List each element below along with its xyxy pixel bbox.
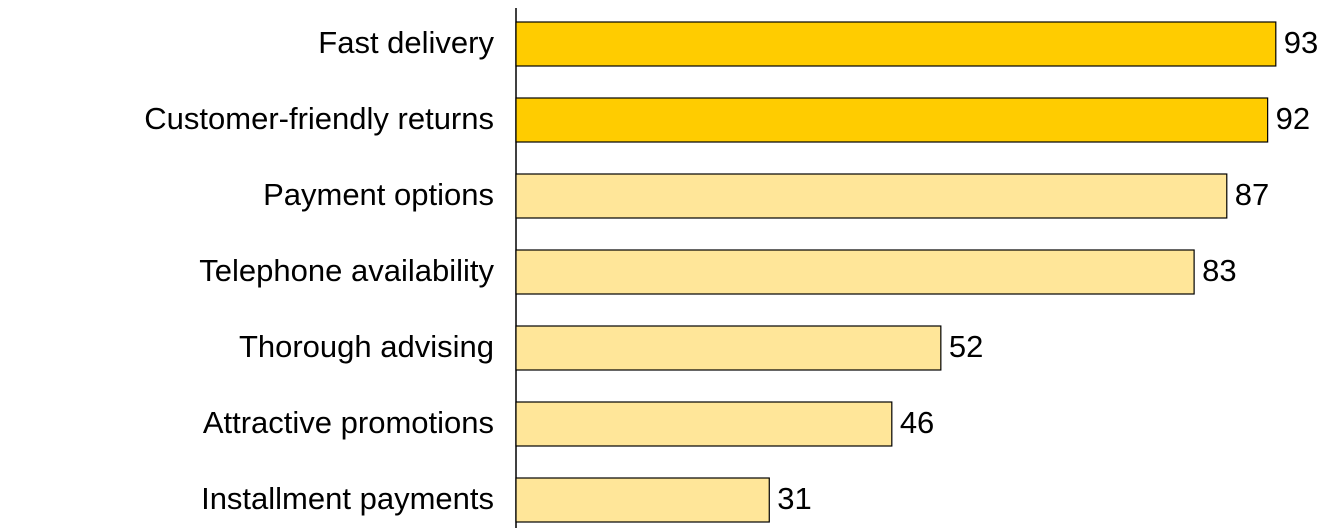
category-label: Installment payments (201, 481, 494, 516)
value-label: 93 (1284, 25, 1318, 60)
value-label: 92 (1276, 101, 1310, 136)
bar (515, 477, 770, 523)
value-label: 46 (900, 405, 934, 440)
bar (515, 401, 893, 447)
value-label: 87 (1235, 177, 1269, 212)
category-label: Thorough advising (239, 329, 494, 364)
bar (515, 249, 1195, 295)
bar (515, 325, 942, 371)
value-label: 83 (1202, 253, 1236, 288)
category-label: Customer-friendly returns (144, 101, 494, 136)
value-label: 52 (949, 329, 983, 364)
category-label: Attractive promotions (203, 405, 494, 440)
category-label: Fast delivery (318, 25, 494, 60)
bar (515, 173, 1228, 219)
category-label: Telephone availability (199, 253, 494, 288)
value-label: 31 (777, 481, 811, 516)
bar (515, 97, 1269, 143)
bar (515, 21, 1277, 67)
category-label: Payment options (263, 177, 494, 212)
